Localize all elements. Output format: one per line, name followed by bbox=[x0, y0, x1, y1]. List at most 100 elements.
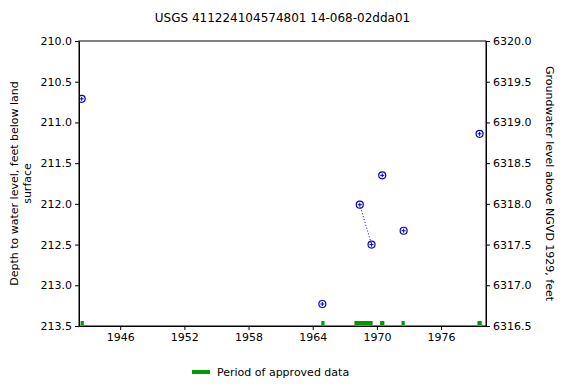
marker-circle bbox=[476, 130, 483, 137]
tick-mark bbox=[486, 82, 490, 83]
marker-cross bbox=[382, 173, 383, 177]
tick-label: 1976 bbox=[428, 331, 456, 344]
tick-mark bbox=[75, 163, 79, 164]
tick-mark bbox=[486, 204, 490, 205]
tick-mark bbox=[377, 326, 378, 330]
tick: 1946 bbox=[107, 326, 135, 344]
tick: 212.0 bbox=[41, 198, 80, 211]
tick: 6316.5 bbox=[486, 320, 532, 333]
tick-mark bbox=[313, 326, 314, 330]
tick-mark bbox=[75, 122, 79, 123]
point bbox=[379, 172, 386, 179]
tick: 1958 bbox=[235, 326, 263, 344]
y-axis-title: Depth to water level, feet below land bbox=[8, 81, 21, 286]
tick-label: 6317.5 bbox=[493, 239, 532, 252]
tick: 210.0 bbox=[41, 35, 80, 48]
tick-label: 1958 bbox=[235, 331, 263, 344]
y2-axis: 6320.0 6319.5 6319.0 6318.5 6318.0 6317.5 6317… bbox=[486, 35, 532, 333]
tick-mark bbox=[486, 285, 490, 286]
marker-circle bbox=[319, 301, 326, 308]
tick-mark bbox=[486, 163, 490, 164]
tick-mark bbox=[75, 326, 79, 327]
y2-axis-title: Groundwater level above NGVD 1929, feet bbox=[543, 66, 556, 302]
plot-area bbox=[79, 95, 483, 325]
tick: 213.0 bbox=[41, 279, 80, 292]
tick-label: 6319.0 bbox=[493, 116, 532, 129]
tick-mark bbox=[75, 82, 79, 83]
y-axis-title: surface bbox=[21, 163, 34, 204]
tick: 213.5 bbox=[41, 320, 80, 333]
tick: 6318.5 bbox=[486, 157, 532, 170]
marker-circle bbox=[79, 95, 85, 102]
tick-label: 6318.5 bbox=[493, 157, 532, 170]
y2-axis-line bbox=[486, 42, 487, 327]
tick-label: 6316.5 bbox=[493, 320, 532, 333]
tick: 1964 bbox=[299, 326, 327, 344]
tick-label: 211.5 bbox=[41, 157, 73, 170]
legend-item: Period of approved data bbox=[192, 366, 349, 379]
tick: 210.5 bbox=[41, 76, 80, 89]
legend-label: Period of approved data bbox=[217, 366, 349, 379]
tick-mark bbox=[75, 41, 79, 42]
tick: 211.0 bbox=[41, 116, 80, 129]
approved-period bbox=[477, 321, 481, 325]
tick-label: 6319.5 bbox=[493, 76, 532, 89]
tick-mark bbox=[486, 41, 490, 42]
legend-swatch bbox=[192, 370, 210, 374]
tick-label: 1964 bbox=[299, 331, 327, 344]
tick-label: 1970 bbox=[363, 331, 391, 344]
approved-period bbox=[380, 321, 384, 325]
marker-cross bbox=[403, 229, 404, 233]
tick: 6319.0 bbox=[486, 116, 532, 129]
approved-period bbox=[401, 321, 404, 325]
tick-label: 210.5 bbox=[41, 76, 73, 89]
tick-label: 212.5 bbox=[41, 239, 73, 252]
tick: 6319.5 bbox=[486, 76, 532, 89]
tick: 212.5 bbox=[41, 239, 80, 252]
point bbox=[319, 301, 326, 308]
x-axis: 1946 1952 1958 1964 1970 1976 bbox=[80, 326, 487, 344]
chart: 194619521958196419701976210.0210.5211.02… bbox=[0, 0, 576, 384]
marker-circle bbox=[368, 241, 375, 248]
point bbox=[368, 241, 375, 248]
tick: 1976 bbox=[428, 326, 456, 344]
tick-label: 213.5 bbox=[41, 320, 73, 333]
tick-mark bbox=[184, 326, 185, 330]
tick: 1970 bbox=[363, 326, 391, 344]
tick: 1952 bbox=[171, 326, 199, 344]
tick: 6318.0 bbox=[486, 198, 532, 211]
tick: 211.5 bbox=[41, 157, 80, 170]
title: USGS 411224104574801 14-068-02dda01 bbox=[155, 11, 410, 25]
x-axis-line bbox=[80, 326, 487, 327]
tick-label: 1946 bbox=[107, 331, 135, 344]
tick-label: 213.0 bbox=[41, 279, 73, 292]
tick-label: 210.0 bbox=[41, 35, 73, 48]
tick-label: 6317.0 bbox=[493, 279, 532, 292]
tick: 6317.5 bbox=[486, 239, 532, 252]
tick-mark bbox=[486, 245, 490, 246]
marker-cross bbox=[479, 132, 480, 136]
marker-circle bbox=[379, 172, 386, 179]
line bbox=[360, 205, 372, 245]
approved-period bbox=[354, 321, 372, 325]
approved-period bbox=[81, 321, 84, 325]
marker-cross bbox=[371, 243, 372, 247]
plot-frame bbox=[79, 41, 486, 326]
tick-label: 6320.0 bbox=[493, 35, 532, 48]
tick-mark bbox=[441, 326, 442, 330]
y-axis: 210.0 210.5 211.0 211.5 212.0 212.5 213.0 213.5 bbox=[41, 35, 80, 333]
tick-label: 1952 bbox=[171, 331, 199, 344]
tick: 6317.0 bbox=[486, 279, 532, 292]
tick-mark bbox=[75, 285, 79, 286]
approved-period bbox=[321, 321, 324, 325]
y-axis-line bbox=[79, 42, 80, 327]
point bbox=[476, 130, 483, 137]
marker-circle bbox=[400, 227, 407, 234]
tick-label: 211.0 bbox=[41, 116, 73, 129]
tick-mark bbox=[75, 245, 79, 246]
tick-label: 212.0 bbox=[41, 198, 73, 211]
tick-mark bbox=[120, 326, 121, 330]
point bbox=[400, 227, 407, 234]
tick: 6320.0 bbox=[486, 35, 532, 48]
tick-mark bbox=[486, 326, 490, 327]
